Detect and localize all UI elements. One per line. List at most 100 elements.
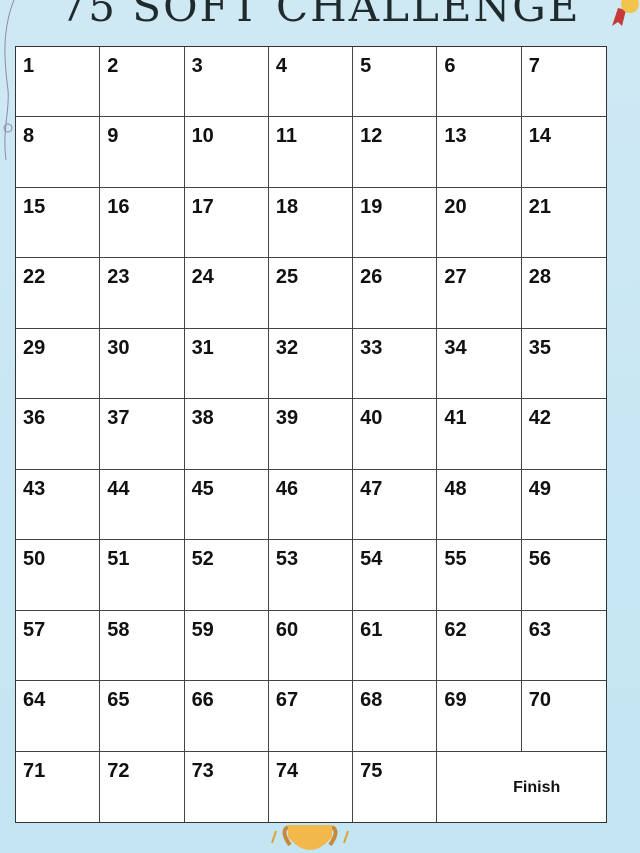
day-cell: 52 xyxy=(184,540,269,611)
day-cell: 35 xyxy=(521,329,606,400)
day-number: 4 xyxy=(275,55,287,77)
day-number: 22 xyxy=(23,266,46,289)
day-cell: 74 xyxy=(269,751,354,822)
day-number: 58 xyxy=(107,618,130,641)
day-number: 53 xyxy=(275,548,299,571)
day-cell: 23 xyxy=(100,258,185,329)
day-number: 43 xyxy=(23,477,46,500)
day-number: 23 xyxy=(107,266,130,289)
day-cell: 73 xyxy=(185,751,269,822)
day-number: 46 xyxy=(275,477,299,500)
day-cell: 4 xyxy=(268,47,354,118)
day-cell: 72 xyxy=(100,751,185,822)
day-number: 39 xyxy=(275,407,299,430)
day-number: 40 xyxy=(360,407,383,430)
day-cell: 16 xyxy=(100,187,185,259)
day-cell: 13 xyxy=(437,117,522,188)
day-cell: 24 xyxy=(184,258,269,329)
finish-cell: Finish xyxy=(437,752,606,822)
day-number: 44 xyxy=(107,477,130,500)
day-number: 28 xyxy=(528,266,551,289)
day-number: 26 xyxy=(360,266,383,289)
day-cell: 55 xyxy=(437,540,522,611)
day-number: 15 xyxy=(23,195,46,218)
day-number: 72 xyxy=(107,759,130,782)
day-cell: 31 xyxy=(184,328,269,400)
day-cell: 41 xyxy=(437,399,522,470)
day-number: 48 xyxy=(444,477,467,500)
day-number: 38 xyxy=(191,407,214,430)
day-number: 67 xyxy=(275,689,299,712)
day-cell: 27 xyxy=(437,258,522,329)
day-cell: 7 xyxy=(521,47,606,118)
day-cell: 75 xyxy=(353,751,438,822)
day-number: 41 xyxy=(444,407,467,430)
day-cell: 42 xyxy=(521,399,606,470)
day-cell: 33 xyxy=(353,328,438,400)
day-number: 64 xyxy=(23,689,46,712)
challenge-grid: 1 2 3 4 5 6 7 8 9 10 11 12 13 14 15 16 17 18 19 20 21 22 23 24 2… xyxy=(15,46,607,823)
day-number: 31 xyxy=(191,336,214,359)
day-number: 8 xyxy=(23,125,35,148)
day-number: 29 xyxy=(23,336,46,359)
day-cell: 18 xyxy=(268,187,354,259)
day-cell: 10 xyxy=(184,117,269,188)
medal-icon xyxy=(612,0,639,26)
day-number: 25 xyxy=(275,266,299,289)
day-number: 36 xyxy=(23,407,46,430)
day-cell: 49 xyxy=(521,470,606,541)
day-cell: 20 xyxy=(437,187,522,259)
day-number: 51 xyxy=(107,548,130,571)
day-number: 73 xyxy=(191,759,214,782)
day-number: 70 xyxy=(528,689,551,712)
day-cell: 65 xyxy=(100,681,185,752)
day-number: 50 xyxy=(23,548,46,571)
day-cell: 34 xyxy=(437,328,522,400)
day-number: 27 xyxy=(444,266,467,289)
day-number: 61 xyxy=(360,618,383,641)
day-cell: 60 xyxy=(268,610,354,682)
day-number: 17 xyxy=(191,195,214,218)
day-cell: 29 xyxy=(16,328,101,400)
day-number: 2 xyxy=(107,55,119,77)
day-number: 45 xyxy=(191,477,214,500)
day-number: 68 xyxy=(360,689,383,712)
day-number: 42 xyxy=(528,407,551,430)
day-cell: 54 xyxy=(353,540,438,611)
day-cell: 30 xyxy=(100,328,185,400)
day-number: 60 xyxy=(275,618,299,641)
day-number: 49 xyxy=(528,477,551,500)
day-number: 65 xyxy=(107,689,130,712)
day-cell: 5 xyxy=(353,47,438,118)
day-number: 5 xyxy=(360,55,372,77)
day-number: 52 xyxy=(191,548,214,571)
day-number: 62 xyxy=(444,618,467,641)
day-cell: 32 xyxy=(268,328,354,400)
day-number: 54 xyxy=(360,548,383,571)
day-number: 35 xyxy=(528,336,551,359)
day-cell: 63 xyxy=(521,611,606,682)
day-number: 59 xyxy=(191,618,214,641)
day-number: 34 xyxy=(444,336,467,359)
day-cell: 58 xyxy=(100,610,185,682)
day-cell: 45 xyxy=(184,469,269,541)
day-cell: 62 xyxy=(437,610,522,682)
day-cell: 68 xyxy=(353,681,438,752)
day-cell: 6 xyxy=(437,47,522,118)
day-number: 74 xyxy=(275,759,299,782)
finish-label: Finish xyxy=(513,778,561,796)
day-number: 75 xyxy=(360,759,383,782)
day-cell: 11 xyxy=(268,117,354,188)
day-number: 1 xyxy=(23,55,35,77)
day-cell: 1 xyxy=(16,47,101,118)
day-number: 9 xyxy=(107,125,119,148)
day-cell: 8 xyxy=(16,117,101,188)
day-number: 3 xyxy=(191,55,203,77)
day-cell: 69 xyxy=(437,681,522,752)
day-cell: 12 xyxy=(353,117,438,188)
day-cell: 44 xyxy=(100,469,185,541)
day-number: 56 xyxy=(528,548,551,571)
day-number: 37 xyxy=(107,407,130,430)
day-cell: 36 xyxy=(16,399,101,470)
day-cell: 28 xyxy=(521,258,606,329)
